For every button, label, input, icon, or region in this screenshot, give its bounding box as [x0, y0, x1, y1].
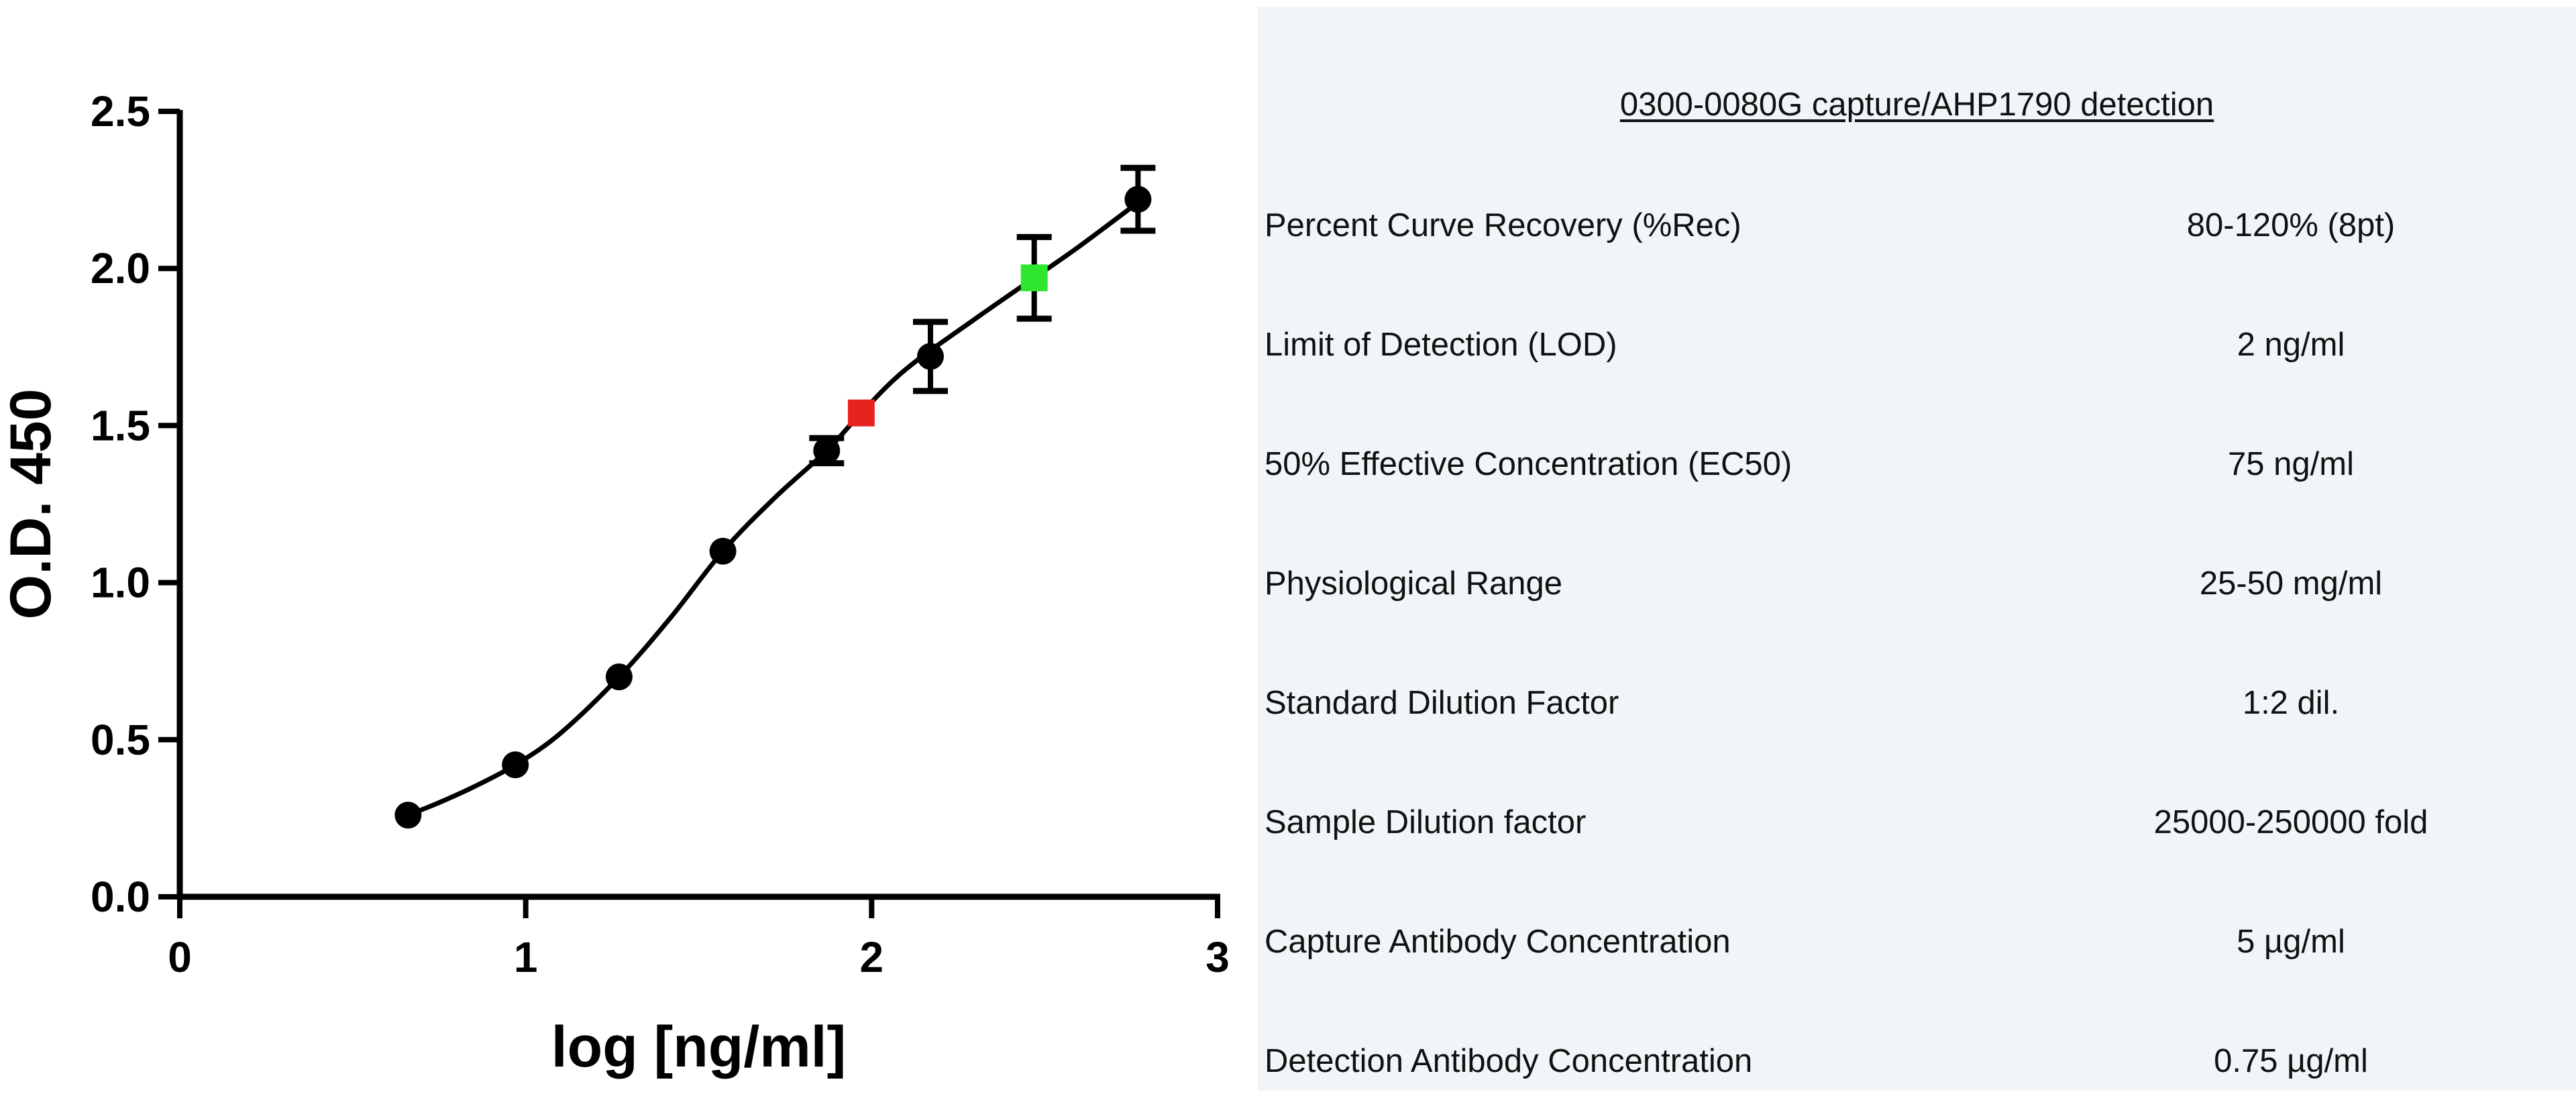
row-label: Capture Antibody Concentration: [1265, 924, 1731, 960]
x-tick-label: 1: [514, 933, 538, 981]
table-row: Sample Dilution factor 25000-250000 fold: [1258, 804, 2576, 857]
row-value: 25000-250000 fold: [2153, 804, 2428, 840]
data-point-highlight: [847, 399, 875, 427]
data-point-highlight: [1020, 264, 1048, 292]
table-row: Limit of Detection (LOD) 2 ng/ml: [1258, 326, 2576, 380]
data-point: [1124, 186, 1152, 213]
row-value: 75 ng/ml: [2228, 446, 2354, 482]
table-row: Detection Antibody Concentration 0.75 µg/…: [1258, 1042, 2576, 1096]
y-tick-label: 1.0: [91, 559, 150, 607]
row-value: 25-50 mg/ml: [2199, 565, 2383, 602]
table-row: Standard Dilution Factor 1:2 dil.: [1258, 684, 2576, 738]
row-value: 2 ng/ml: [2237, 327, 2345, 363]
data-point: [813, 437, 841, 464]
row-label: 50% Effective Concentration (EC50): [1265, 446, 1792, 482]
y-axis-title: O.D. 450: [0, 388, 63, 619]
x-axis-title: log [ng/ml]: [551, 1015, 846, 1079]
y-tick-label: 0.5: [91, 716, 150, 764]
row-label: Limit of Detection (LOD): [1265, 327, 1617, 363]
assay-parameters-table: 0300-0080G capture/AHP1790 detection Per…: [1258, 7, 2576, 1091]
row-label: Sample Dilution factor: [1265, 804, 1587, 840]
row-value: 5 µg/ml: [2237, 924, 2345, 960]
y-tick-label: 0.0: [91, 873, 150, 921]
row-value: 0.75 µg/ml: [2214, 1043, 2368, 1079]
data-point: [605, 663, 633, 691]
data-point: [502, 751, 529, 779]
data-point: [916, 343, 944, 370]
table-row: 50% Effective Concentration (EC50) 75 ng/…: [1258, 445, 2576, 499]
y-tick-label: 1.5: [91, 401, 150, 449]
data-point: [394, 802, 422, 829]
table-row: Capture Antibody Concentration 5 µg/ml: [1258, 923, 2576, 977]
row-label: Percent Curve Recovery (%Rec): [1265, 207, 1741, 243]
y-tick-label: 2.5: [91, 87, 150, 135]
y-tick-label: 2.0: [91, 244, 150, 292]
row-value: 1:2 dil.: [2242, 685, 2340, 721]
chart-panel: 0.0 0.5 1.0 1.5 2.0 2.5 0 1 2 3 log [ng/ml] O.D. 45…: [0, 0, 1254, 1091]
row-label: Standard Dilution Factor: [1265, 685, 1619, 721]
x-tick-label: 3: [1205, 933, 1230, 981]
table-row: Percent Curve Recovery (%Rec) 80-120% (8p…: [1258, 207, 2576, 260]
x-tick-label: 2: [860, 933, 884, 981]
row-value: 80-120% (8pt): [2186, 207, 2396, 243]
row-label: Detection Antibody Concentration: [1265, 1043, 1753, 1079]
standard-curve-chart: 0.0 0.5 1.0 1.5 2.0 2.5 0 1 2 3 log [ng/ml] O.D. 45…: [0, 87, 1230, 1079]
table-row: Physiological Range 25-50 mg/ml: [1258, 565, 2576, 618]
data-point: [709, 537, 737, 565]
table-title: 0300-0080G capture/AHP1790 detection: [1619, 87, 2214, 123]
x-tick-label: 0: [168, 933, 192, 981]
fit-curve: [407, 201, 1140, 818]
row-label: Physiological Range: [1265, 565, 1562, 602]
